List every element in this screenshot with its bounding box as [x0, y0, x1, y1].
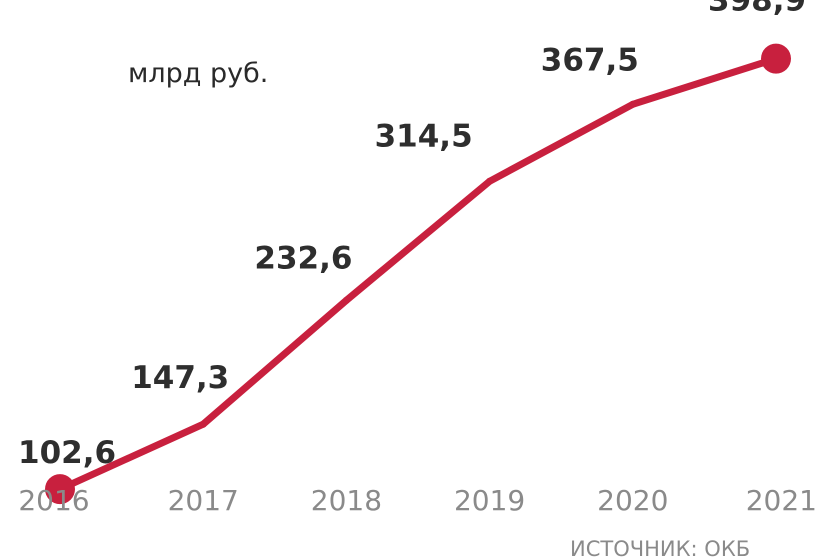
x-tick-label: 2017 [168, 484, 239, 517]
source-label: ИСТОЧНИК: ОКБ [570, 537, 750, 560]
x-tick-label: 2016 [18, 484, 89, 517]
data-label: 102,6 [18, 435, 116, 471]
x-tick-label: 2021 [746, 484, 817, 517]
data-point [486, 177, 494, 185]
series-layer [45, 43, 791, 505]
data-label: 398,9 [708, 0, 806, 19]
x-tick-label: 2018 [311, 484, 382, 517]
x-tick-label: 2020 [597, 484, 668, 517]
data-point [199, 420, 207, 428]
data-label: 367,5 [541, 42, 639, 78]
endpoint-marker [45, 474, 75, 505]
data-label: 147,3 [131, 360, 229, 396]
data-point [342, 296, 350, 304]
endpoint-marker [761, 43, 791, 74]
series-line [56, 55, 780, 493]
data-label: 232,6 [254, 240, 352, 276]
x-tick-label: 2019 [454, 484, 525, 517]
data-point [629, 100, 637, 108]
x-axis-ticks: 2016 2017 2018 2019 2020 2021 [18, 484, 817, 517]
data-label: 314,5 [375, 118, 473, 154]
unit-label: млрд руб. [128, 58, 268, 89]
data-labels: 102,6 147,3 232,6 314,5 367,5 398,9 [18, 0, 806, 471]
